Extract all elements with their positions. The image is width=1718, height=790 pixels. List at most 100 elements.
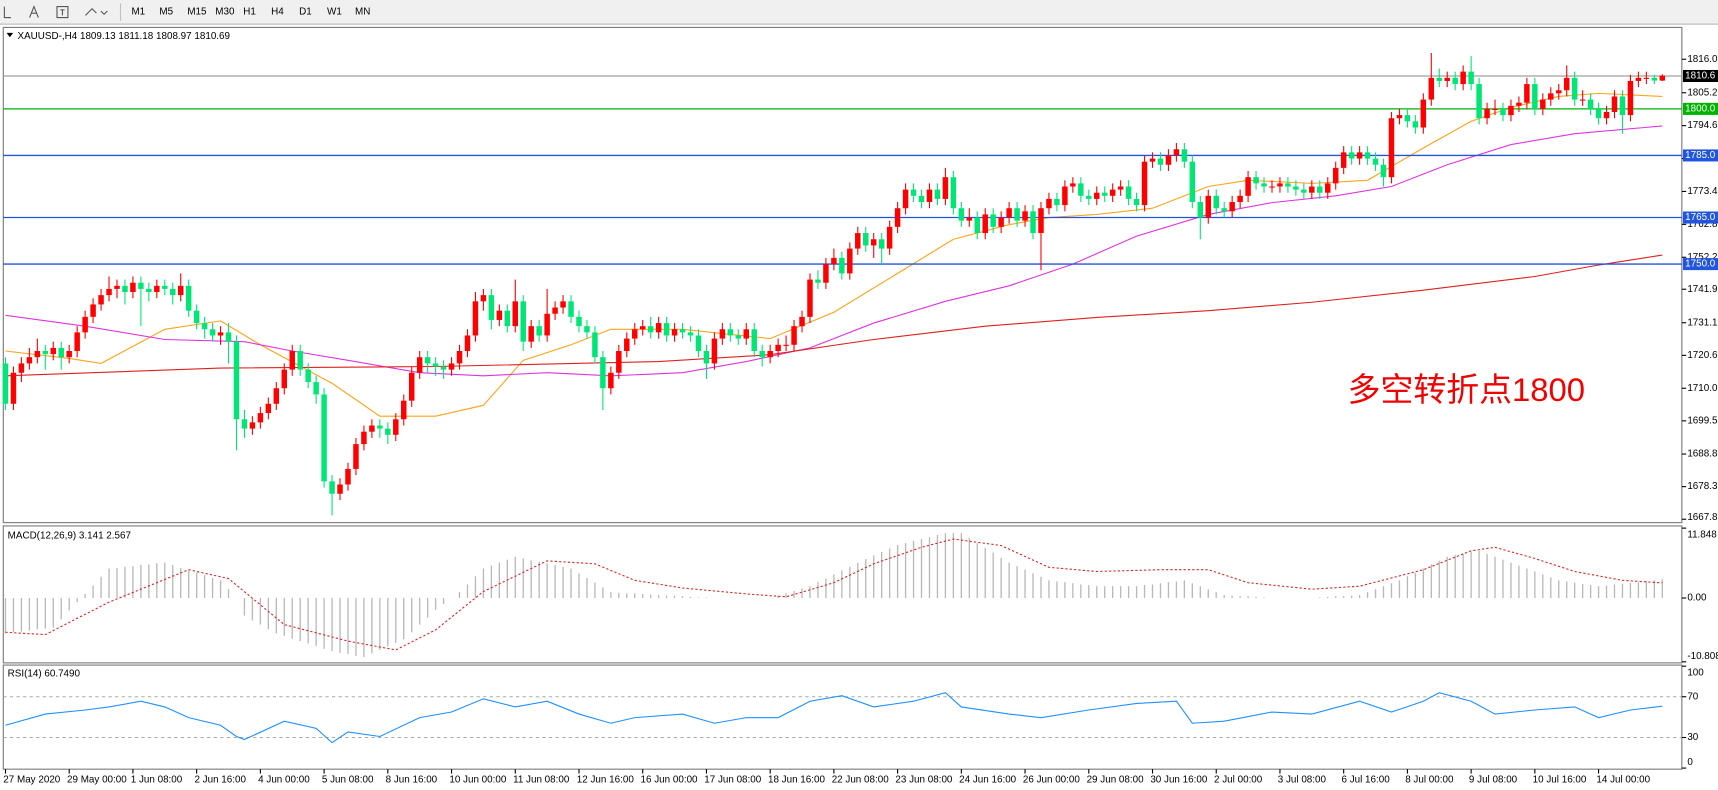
candle-body: [106, 288, 112, 296]
candle-body: [1301, 189, 1307, 193]
timeframe-button[interactable]: M15: [187, 7, 207, 18]
x-tick-label: 29 May 00:00: [67, 775, 127, 786]
candle-body: [1532, 84, 1538, 109]
y-tick-label: 1762.8: [1687, 219, 1718, 230]
candle-body: [257, 413, 264, 423]
candle-body: [170, 288, 176, 296]
candle-body: [910, 189, 917, 196]
candle-body: [639, 326, 646, 330]
candle-body: [616, 350, 622, 373]
candle-body: [679, 329, 686, 333]
candle-body: [950, 177, 957, 209]
candle-body: [58, 347, 64, 358]
toolbar: [0, 0, 1718, 25]
candle-body: [1269, 186, 1275, 188]
candle-body: [1070, 183, 1076, 187]
tool-icon[interactable]: [85, 8, 108, 16]
candle-body: [369, 425, 375, 432]
candle-body: [1500, 108, 1506, 116]
candle-body: [767, 350, 773, 358]
candle-body: [1452, 77, 1458, 85]
candle-body: [544, 313, 550, 336]
candle-body: [1149, 158, 1156, 162]
candle-body: [146, 288, 152, 293]
candle-body: [1078, 183, 1084, 196]
candle-body: [1420, 99, 1427, 128]
candle-body: [1237, 195, 1243, 203]
candle-body: [687, 332, 694, 336]
rsi-panel: [2, 664, 1683, 770]
candle-body: [1444, 77, 1450, 81]
candle-body: [998, 217, 1004, 227]
candle-body: [751, 329, 757, 351]
timeframe-button[interactable]: W1: [327, 7, 342, 18]
candle-body: [1356, 152, 1363, 159]
candle-body: [695, 335, 702, 351]
tool-icon[interactable]: [56, 6, 69, 19]
candle-body: [361, 431, 367, 445]
candle-body: [66, 350, 72, 358]
x-tick-label: 4 Jun 00:00: [258, 775, 310, 786]
candle-body: [1277, 183, 1283, 187]
candle-body: [863, 233, 869, 246]
candle-body: [82, 316, 88, 333]
timeframe-button[interactable]: H4: [271, 7, 284, 18]
candle-body: [1117, 186, 1124, 190]
candle-body: [608, 372, 614, 389]
candle-body: [1627, 80, 1634, 116]
macd-signal: [5, 538, 1663, 651]
panel-title: RSI(14) 60.7490: [8, 668, 81, 679]
candle-body: [42, 350, 49, 355]
candle-body: [1006, 208, 1012, 218]
candle-body: [1348, 152, 1355, 159]
x-tick-label: 8 Jul 00:00: [1405, 775, 1454, 786]
tool-icon[interactable]: [29, 5, 39, 18]
candle-body: [926, 189, 933, 203]
candle-body: [1587, 99, 1594, 109]
x-tick-label: 2 Jun 16:00: [194, 775, 246, 786]
candle-body: [1245, 177, 1251, 196]
timeframe-button[interactable]: M1: [131, 7, 145, 18]
candle-body: [512, 301, 519, 327]
price-level-tag: [1682, 69, 1718, 83]
candle-body: [1611, 96, 1618, 112]
y-tick-label: 1720.6: [1687, 350, 1718, 361]
candle-body: [1157, 158, 1164, 165]
candle-body: [265, 403, 272, 414]
timeframe-button[interactable]: M30: [215, 7, 235, 18]
y-tick-label: 1773.4: [1687, 186, 1718, 197]
candle-body: [496, 310, 503, 320]
x-tick-label: 27 May 2020: [3, 775, 61, 786]
moving-average: [5, 92, 1663, 417]
x-tick-label: 3 Jul 08:00: [1278, 775, 1327, 786]
timeframe-button[interactable]: D1: [299, 7, 312, 18]
candle-body: [209, 329, 216, 336]
candle-body: [1563, 77, 1570, 91]
candle-body: [1165, 155, 1172, 165]
symbol-arrow: [6, 32, 14, 38]
timeframe-button[interactable]: M5: [159, 7, 173, 18]
candle-body: [289, 350, 295, 370]
candle-body: [1261, 183, 1267, 187]
candle-body: [1579, 99, 1586, 101]
candle-body: [1364, 152, 1371, 159]
x-tick-label: 5 Jun 08:00: [322, 775, 374, 786]
candle-body: [34, 350, 41, 358]
candle-body: [1388, 118, 1395, 178]
candle-body: [1173, 149, 1180, 156]
candle-body: [743, 329, 750, 339]
timeframe-button[interactable]: MN: [355, 7, 370, 18]
candle-body: [942, 177, 949, 199]
candle-body: [98, 295, 104, 305]
candle-body: [982, 214, 988, 234]
timeframe-button[interactable]: H1: [243, 7, 256, 18]
candle-body: [847, 248, 853, 274]
price-level-tag: [1682, 149, 1718, 162]
candle-body: [393, 419, 399, 435]
candle-body: [448, 363, 455, 370]
candle-body: [456, 350, 463, 364]
candle-body: [281, 369, 288, 389]
candle-body: [1540, 99, 1546, 109]
y-tick-label: 1741.9: [1687, 284, 1718, 295]
